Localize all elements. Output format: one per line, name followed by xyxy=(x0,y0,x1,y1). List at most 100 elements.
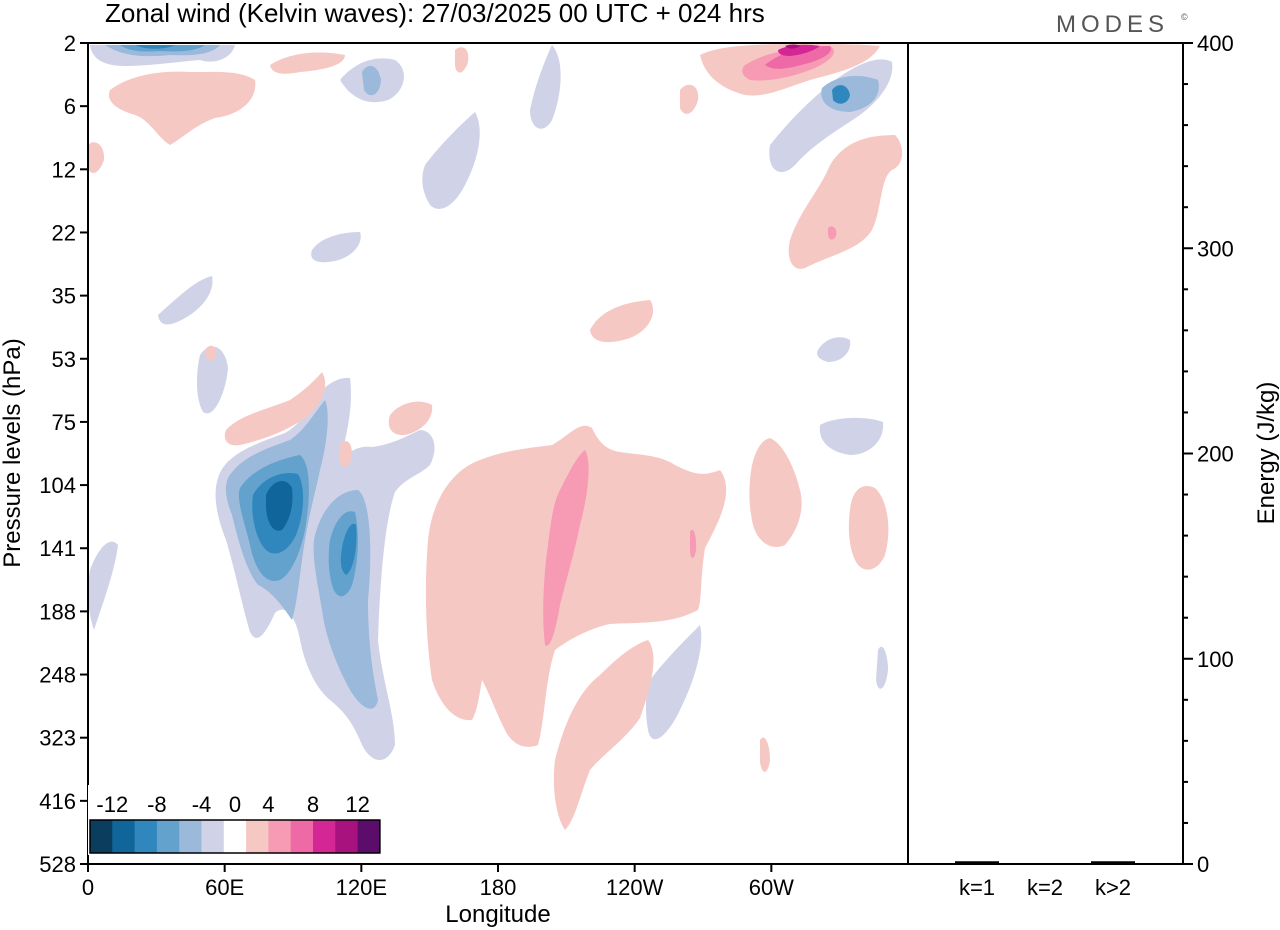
x-tick-label: 120E xyxy=(336,875,387,900)
energy-bar-label: k>2 xyxy=(1095,875,1131,900)
contour-pos-weak xyxy=(590,300,654,343)
contour-pos-weak xyxy=(788,135,903,269)
y-tick-label: 248 xyxy=(39,663,76,688)
contour-pos-weak xyxy=(88,142,105,174)
pressure-axis: 2 6 12 22 35 53 75 104 141 188 248 323 416 528 xyxy=(39,31,88,877)
colorbar-swatch xyxy=(313,820,336,853)
contour-neg-weak xyxy=(158,276,213,325)
colorbar-swatch xyxy=(156,820,180,853)
contour-pos-weak xyxy=(270,52,345,74)
longitude-axis: 0 60E 120E 180 120W 60W xyxy=(82,864,794,900)
x-tick-label: 60W xyxy=(749,875,794,900)
energy-tick-label: 200 xyxy=(1197,442,1234,467)
contour-pos-weak xyxy=(108,71,256,145)
y-tick-label: 75 xyxy=(52,410,76,435)
y-tick-label: 323 xyxy=(39,726,76,751)
colorbar-swatch xyxy=(335,820,359,853)
y-axis-label: Pressure levels (hPa) xyxy=(0,338,26,567)
contour-pos-medium xyxy=(828,226,837,240)
colorbar-swatch xyxy=(223,820,247,853)
contour-neg-weak xyxy=(876,646,888,689)
contour-pos-medium xyxy=(690,529,697,559)
contour-pos-weak xyxy=(455,47,469,73)
colorbar-swatch xyxy=(290,820,314,853)
colorbar-swatch xyxy=(201,820,225,853)
contour-pos-strong xyxy=(765,46,832,69)
x-tick-label: 180 xyxy=(480,875,517,900)
energy-axis: 0 100 200 300 400 xyxy=(1183,31,1234,877)
contour-pos-weak xyxy=(388,401,433,436)
contour-neg-weak xyxy=(817,337,851,362)
y-tick-label: 53 xyxy=(52,347,76,372)
colorbar-tick-label: 8 xyxy=(307,792,319,817)
contour-pos-weak xyxy=(848,486,889,570)
y-tick-label: 188 xyxy=(39,599,76,624)
energy-bar-label: k=2 xyxy=(1027,875,1063,900)
contour-pos-weak xyxy=(205,345,217,361)
colorbar-swatch xyxy=(134,820,158,853)
energy-axis-label: Energy (J/kg) xyxy=(1253,382,1280,525)
brand-logo: MODES xyxy=(1056,11,1169,38)
contour-neg-weak xyxy=(311,232,361,263)
colorbar-tick-label: -12 xyxy=(96,792,128,817)
energy-bar xyxy=(955,861,999,864)
contour-pos-weak xyxy=(425,425,727,747)
contour-neg-light xyxy=(362,65,381,96)
x-tick-label: 120W xyxy=(606,875,664,900)
y-tick-label: 6 xyxy=(64,94,76,119)
energy-bar-labels: k=1 k=2 k>2 xyxy=(959,875,1131,900)
y-tick-label: 416 xyxy=(39,789,76,814)
colorbar-tick-label: 4 xyxy=(262,792,274,817)
brand-mark: © xyxy=(1181,12,1188,22)
colorbar-tick-label: 12 xyxy=(345,792,369,817)
contour-neg-weak xyxy=(87,541,118,630)
x-tick-label: 60E xyxy=(205,875,244,900)
energy-tick-label: 0 xyxy=(1197,852,1209,877)
colorbar: -12 -8 -4 0 4 8 12 xyxy=(88,785,382,855)
energy-tick-label: 400 xyxy=(1197,31,1234,56)
y-tick-label: 12 xyxy=(52,157,76,182)
contour-neg-weak xyxy=(819,417,884,455)
contour-pos-weak xyxy=(553,640,654,830)
y-tick-label: 104 xyxy=(39,473,76,498)
contour-pos-weak xyxy=(224,372,326,446)
x-tick-label: 0 xyxy=(82,875,94,900)
contour-neg-darkest xyxy=(266,480,293,531)
energy-bar-label: k=1 xyxy=(959,875,995,900)
y-tick-label: 528 xyxy=(39,852,76,877)
energy-tick-label: 300 xyxy=(1197,236,1234,261)
colorbar-swatch xyxy=(179,820,202,853)
colorbar-swatch xyxy=(112,820,136,853)
contour-pos-medium xyxy=(543,450,589,646)
colorbar-swatch xyxy=(268,820,292,853)
contour-pos-strong xyxy=(785,44,800,49)
contour-pos-weak xyxy=(749,438,802,548)
chart-title: Zonal wind (Kelvin waves): 27/03/2025 00… xyxy=(105,0,765,28)
wind-contour-field xyxy=(87,44,903,830)
colorbar-tick-label: -4 xyxy=(192,792,212,817)
y-tick-label: 2 xyxy=(64,31,76,56)
energy-bar xyxy=(1091,861,1135,864)
x-axis-label: Longitude xyxy=(445,901,550,928)
y-tick-label: 35 xyxy=(52,284,76,309)
colorbar-frame xyxy=(89,819,381,854)
contour-neg-strong xyxy=(135,45,175,49)
colorbar-swatch xyxy=(246,820,269,853)
contour-neg-weak xyxy=(196,346,228,414)
colorbar-swatch xyxy=(90,820,113,853)
contour-neg-weak xyxy=(645,625,702,740)
contour-neg-strong xyxy=(832,85,850,104)
y-tick-label: 141 xyxy=(39,536,76,561)
contour-neg-strong xyxy=(340,523,357,575)
contour-neg-light xyxy=(821,75,879,112)
contour-neg-weak xyxy=(530,45,561,129)
energy-bars xyxy=(955,861,1135,865)
energy-tick-label: 100 xyxy=(1197,647,1234,672)
y-tick-label: 22 xyxy=(52,220,76,245)
colorbar-swatch xyxy=(357,820,381,853)
contour-neg-weak xyxy=(422,112,480,209)
colorbar-tick-label: -8 xyxy=(147,792,167,817)
contour-pos-weak xyxy=(340,441,352,468)
contour-pos-weak xyxy=(680,84,699,114)
